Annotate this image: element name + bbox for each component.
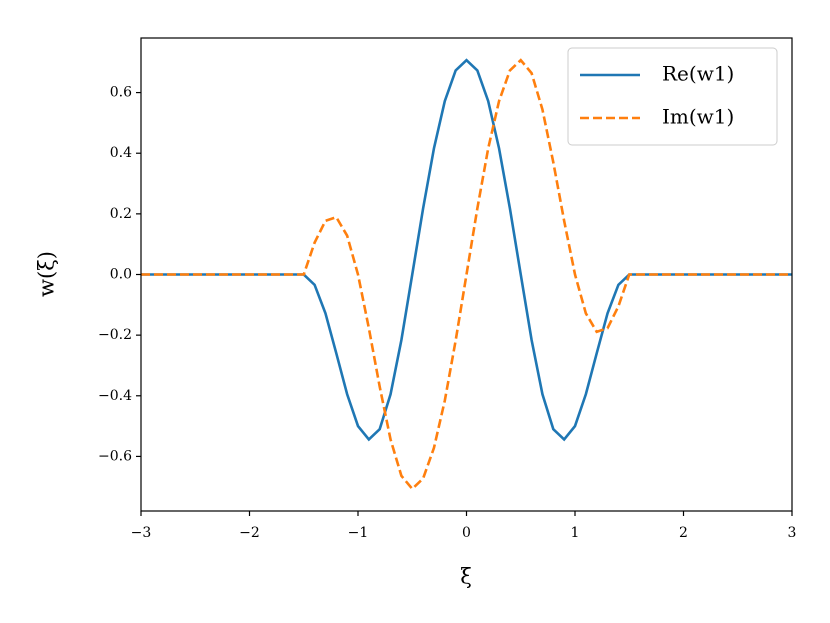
line-series [141, 58, 792, 491]
y-tick-label: 0.4 [110, 145, 132, 161]
line-series [141, 58, 792, 442]
legend-box [567, 47, 778, 146]
x-tick-label: −1 [348, 525, 369, 541]
y-tick-label: −0.4 [98, 388, 132, 404]
y-axis-label: w(ξ) [35, 251, 59, 297]
legend-label: Re(w1) [662, 62, 734, 86]
x-axis-label: ξ [460, 565, 472, 589]
x-tick-label: −3 [131, 525, 152, 541]
legend-label: Im(w1) [662, 105, 734, 129]
x-tick-label: 3 [788, 525, 797, 541]
y-tick-label: −0.6 [98, 448, 132, 464]
x-tick-label: 0 [462, 525, 471, 541]
y-tick-label: −0.2 [98, 327, 132, 343]
plot-frame [140, 37, 793, 512]
x-tick-label: 1 [571, 525, 580, 541]
y-tick-label: 0.2 [110, 206, 132, 222]
x-tick-label: −2 [239, 525, 260, 541]
y-tick-label: 0.6 [110, 85, 132, 101]
x-tick-label: 2 [679, 525, 688, 541]
legend: Re(w1) Im(w1) [567, 47, 778, 146]
y-tick-label: 0.0 [110, 267, 132, 283]
